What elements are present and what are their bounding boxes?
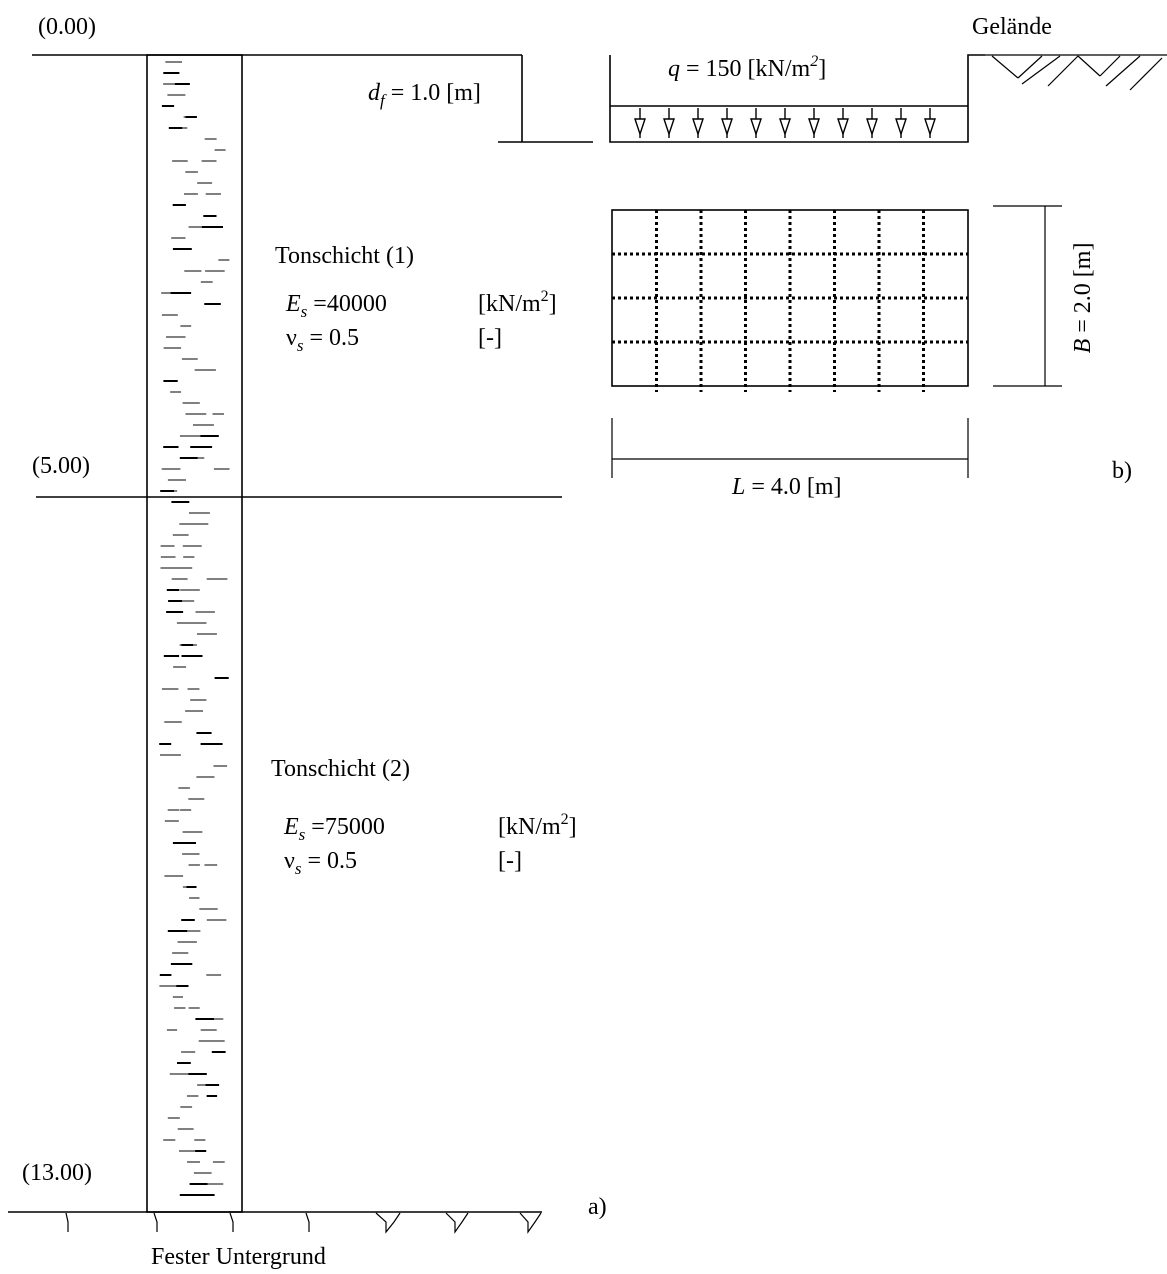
load-label: q = 150 [kN/m2] xyxy=(668,53,826,82)
load-arrow-head xyxy=(634,118,646,137)
load-arrow-head xyxy=(808,118,820,137)
footing-outline xyxy=(609,54,985,143)
ground-hatch xyxy=(985,54,1167,91)
footing-plan-grid xyxy=(612,210,968,392)
load-arrow-head xyxy=(663,118,675,137)
load-arrow-head xyxy=(866,118,878,137)
ground-label: Gelände xyxy=(972,14,1052,40)
layer1-nu-unit: [-] xyxy=(478,325,502,351)
layer1-title: Tonschicht (1) xyxy=(275,243,414,269)
elevation-top-label: (0.00) xyxy=(38,14,96,40)
layer1-es-label: Es =40000 xyxy=(285,291,387,321)
layer2-nu-label: νs = 0.5 xyxy=(284,848,357,878)
layer2-nu-unit: [-] xyxy=(498,848,522,874)
layer1-es-unit: [kN/m2] xyxy=(478,288,557,317)
load-arrow-head xyxy=(750,118,762,137)
load-arrow-head xyxy=(837,118,849,137)
length-dimension xyxy=(611,418,969,478)
load-arrow-head xyxy=(924,118,936,137)
load-arrow-head xyxy=(692,118,704,137)
load-arrows xyxy=(634,108,936,138)
width-label: B = 2.0 [m] xyxy=(1070,243,1096,354)
clay-hatch-pattern xyxy=(159,61,230,1196)
layer2-es-unit: [kN/m2] xyxy=(498,811,577,840)
layer1-nu-label: νs = 0.5 xyxy=(286,325,359,355)
firm-base-symbols xyxy=(65,1212,542,1234)
borehole-column xyxy=(146,54,243,1213)
length-label: L = 4.0 [m] xyxy=(731,474,842,500)
load-arrow-head xyxy=(721,118,733,137)
elevation-mid-label: (5.00) xyxy=(32,453,90,479)
subfigure-b-label: b) xyxy=(1112,458,1132,484)
elevation-bottom-label: (13.00) xyxy=(22,1160,92,1186)
firm-base-label: Fester Untergrund xyxy=(151,1244,326,1270)
subfigure-a-label: a) xyxy=(588,1194,607,1220)
foundation-depth-label: df = 1.0 [m] xyxy=(368,80,481,110)
layer2-es-label: Es =75000 xyxy=(283,814,385,844)
load-arrow-head xyxy=(895,118,907,137)
load-arrow-head xyxy=(779,118,791,137)
layer2-title: Tonschicht (2) xyxy=(271,756,410,782)
width-dimension xyxy=(993,205,1062,387)
footing-plan-outline xyxy=(611,209,969,387)
